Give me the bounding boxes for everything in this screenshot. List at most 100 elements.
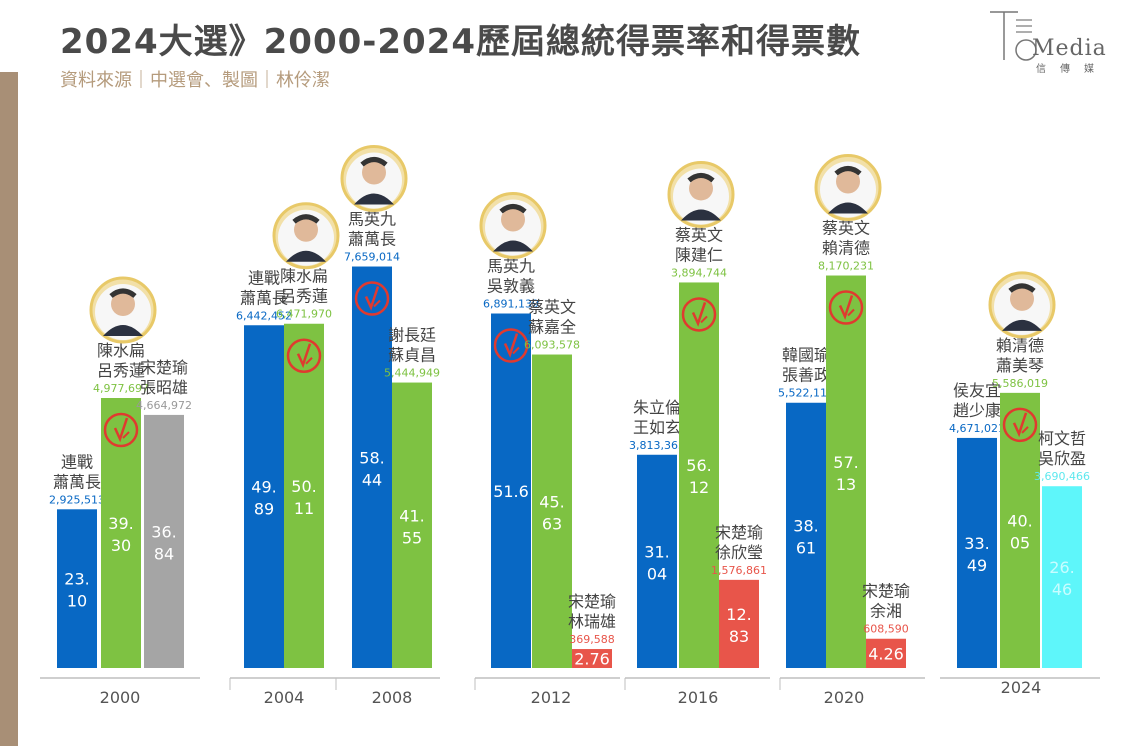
percent-data-label: 31.	[644, 542, 669, 561]
candidate-name: 宋楚瑜	[715, 523, 763, 542]
vote-count-label: 1,576,861	[711, 564, 767, 577]
candidate-portrait-avatar	[111, 292, 135, 317]
candidate-vp-name: 蕭萬長	[53, 472, 101, 491]
vote-share-bar	[244, 325, 284, 668]
percent-data-label: 50.	[291, 477, 316, 496]
vote-stamp-icon	[103, 412, 139, 448]
year-tick-label: 2024	[1001, 678, 1042, 697]
candidate-portrait-avatar	[292, 214, 320, 224]
candidate-name: 朱立倫	[633, 398, 681, 417]
percent-data-label: 63	[542, 514, 562, 533]
candidate-portrait-avatar	[354, 193, 394, 205]
percent-data-label: 41.	[399, 506, 424, 525]
vote-stamp-icon	[503, 333, 519, 358]
vote-share-bar	[101, 398, 141, 668]
percent-data-label: 10	[67, 592, 87, 611]
candidate-portrait-avatar	[360, 157, 388, 167]
vote-count-label: 4,664,972	[136, 399, 192, 412]
vote-stamp-icon	[681, 297, 717, 332]
candidate-vp-name: 張昭雄	[140, 378, 188, 397]
candidate-vp-name: 蕭美琴	[996, 356, 1044, 375]
candidate-name: 蔡英文	[822, 219, 870, 238]
candidate-vp-name: 張善政	[782, 366, 830, 385]
candidate-portrait-avatar	[499, 204, 527, 214]
vote-count-label: 3,813,365	[629, 439, 685, 452]
candidate-vp-name: 蕭萬長	[240, 288, 288, 307]
vote-share-bar	[826, 275, 866, 668]
vote-stamp-icon	[828, 290, 864, 325]
candidate-portrait-avatar	[109, 288, 137, 299]
candidate-vp-name: 蘇嘉全	[528, 318, 576, 337]
candidate-portrait-avatar	[286, 250, 326, 262]
vote-stamp-icon	[305, 357, 313, 365]
vote-stamp-icon	[364, 286, 380, 311]
vote-share-bar	[392, 382, 432, 668]
vote-count-label: 4,671,021	[949, 422, 1005, 435]
candidate-vp-name: 呂秀蓮	[280, 287, 328, 306]
percent-data-label: 44	[362, 470, 382, 489]
candidate-name: 宋楚瑜	[568, 592, 616, 611]
candidate-portrait-avatar	[689, 176, 713, 201]
candidate-name: 馬英九	[487, 257, 535, 276]
percent-data-label: 39.	[108, 514, 133, 533]
candidate-name: 賴清德	[996, 336, 1044, 355]
percent-data-label: 4.26	[868, 644, 904, 663]
vote-stamp-icon	[296, 343, 312, 369]
candidate-vp-name: 趙少康	[953, 401, 1001, 420]
candidate-vp-name: 蘇貞昌	[388, 346, 436, 365]
candidate-vp-name: 吳欣盈	[1038, 449, 1086, 468]
vote-stamp-icon	[847, 308, 855, 317]
vote-stamp-icon	[1002, 407, 1038, 443]
vote-share-bar	[572, 649, 612, 668]
year-tick-label: 2000	[100, 688, 141, 707]
percent-data-label: 56.	[686, 456, 711, 475]
source-credit: 資料來源｜中選會、製圖｜林伶潔	[60, 70, 330, 91]
candidate-portrait-avatar	[493, 240, 533, 252]
vote-share-bar	[637, 454, 677, 668]
candidate-name: 宋楚瑜	[140, 358, 188, 377]
percent-data-label: 61	[796, 538, 816, 557]
candidate-vp-name: 王如玄	[633, 418, 681, 437]
percent-data-label: 83	[729, 627, 749, 646]
vote-stamp-icon	[122, 431, 130, 439]
vote-count-label: 6,891,139	[483, 298, 539, 311]
candidate-name: 侯友宜	[953, 381, 1001, 400]
percent-data-label: 49	[967, 556, 987, 575]
percent-data-label: 2.76	[574, 650, 610, 669]
vote-stamp-icon	[354, 281, 390, 316]
brand-logo-icon	[990, 11, 1037, 61]
vote-count-label: 5,522,119	[778, 387, 834, 400]
vote-share-bar	[1042, 486, 1082, 668]
candidate-vp-name: 徐欣瑩	[715, 543, 763, 562]
candidate-name: 連戰	[61, 452, 93, 471]
percent-data-label: 45.	[539, 492, 564, 511]
vote-share-bar	[957, 437, 997, 668]
candidate-vp-name: 賴清德	[822, 239, 870, 258]
vote-share-bar	[1000, 392, 1040, 668]
vote-count-label: 3,894,744	[671, 266, 727, 279]
vote-count-label: 608,590	[863, 623, 909, 636]
vote-stamp-icon	[512, 346, 520, 355]
vote-share-bar	[57, 509, 97, 668]
year-tick-label: 2004	[264, 688, 305, 707]
vote-count-label: 7,659,014	[344, 251, 400, 264]
candidate-name: 陳水扁	[280, 267, 328, 286]
vote-share-bar	[532, 354, 572, 668]
candidate-portrait-avatar	[681, 209, 721, 221]
percent-data-label: 57.	[833, 453, 858, 472]
vote-stamp-icon	[113, 417, 129, 443]
year-tick-label: 2012	[531, 688, 572, 707]
candidate-vp-name: 蕭萬長	[348, 230, 396, 249]
percent-data-label: 26.	[1049, 558, 1074, 577]
candidate-name: 蔡英文	[675, 225, 723, 244]
percent-data-label: 40.	[1007, 511, 1032, 530]
vote-stamp-icon	[1012, 412, 1028, 438]
candidate-portrait-avatar	[687, 172, 715, 183]
vote-share-bar	[786, 402, 826, 668]
percent-data-label: 13	[836, 475, 856, 494]
vote-stamp-icon	[691, 302, 707, 327]
vote-count-label: 6,093,578	[524, 339, 580, 352]
percent-data-label: 12	[689, 478, 709, 497]
candidate-name: 謝長廷	[388, 326, 436, 345]
